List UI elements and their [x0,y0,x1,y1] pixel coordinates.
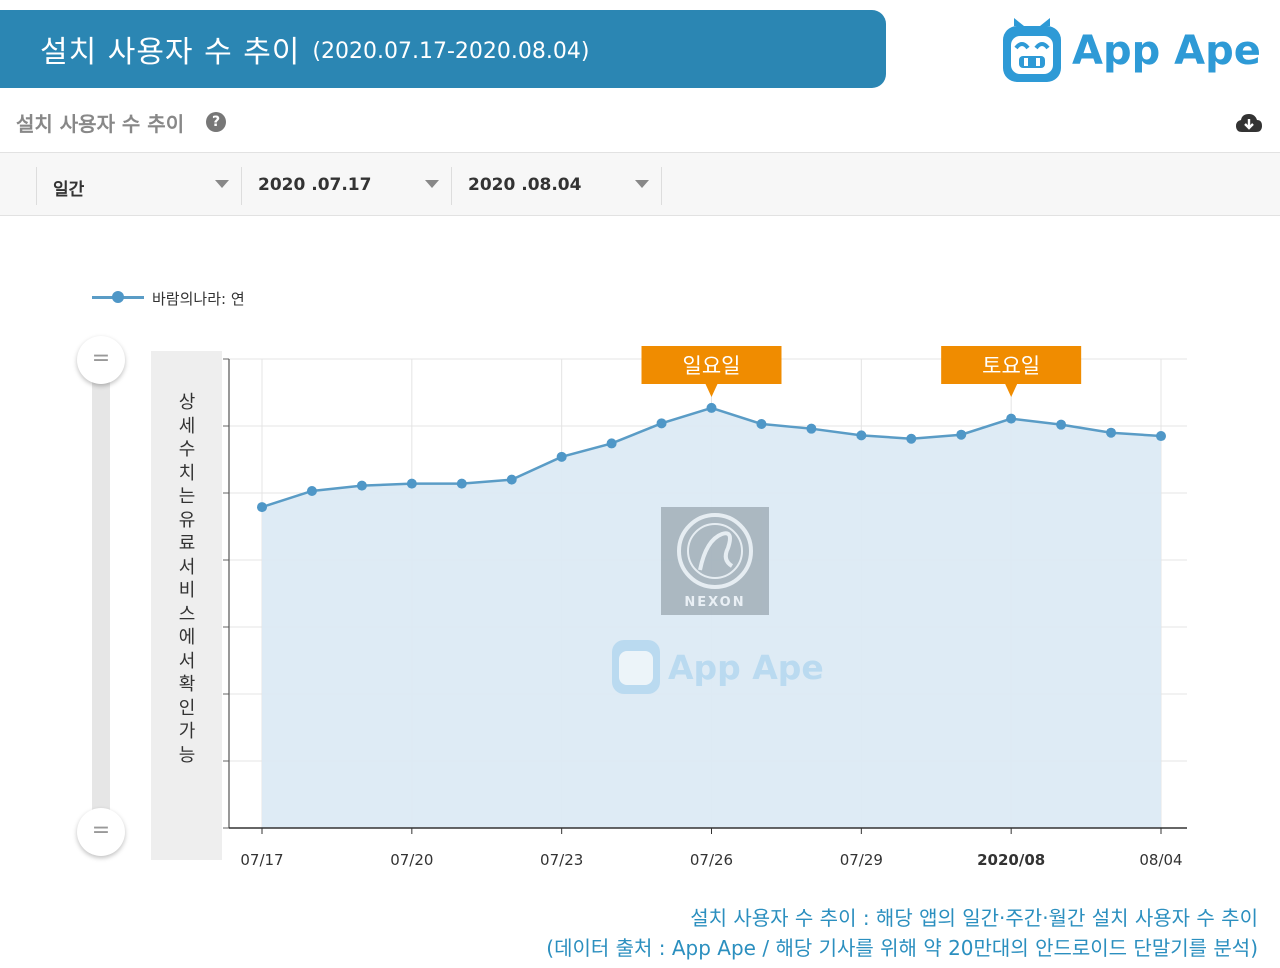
data-point-07/26 [706,402,717,413]
start-date-value: 2020 .07.17 [258,175,372,195]
data-point-07/22 [506,474,517,485]
start-date-select[interactable]: 2020 .07.17 [242,167,452,205]
callout-pointer [705,384,718,397]
area-layer [262,407,1161,828]
logo-text: App Ape [1072,28,1261,74]
end-date-value: 2020 .08.04 [468,175,582,195]
cloud-download-icon[interactable] [1236,112,1262,134]
data-point-07/27 [756,418,767,429]
watermark-ape-face [619,651,653,685]
section-title: 설치 사용자 수 추이 [16,112,185,136]
question-circle-icon[interactable]: ? [206,112,226,132]
period-value: 일간 [53,180,85,200]
data-point-07/19 [356,480,367,491]
point-layer [257,402,1166,513]
title-banner: 설치 사용자 수 추이 (2020.07.17-2020.08.04) [0,10,886,88]
data-point-07/30 [906,433,917,444]
range-handle-bottom[interactable]: = [77,808,125,856]
period-select[interactable]: 일간 [36,167,242,205]
watermark-seal-ring [677,513,753,589]
x-tick-label: 07/26 [690,851,733,869]
watermark-publisher: NEXON [684,595,745,610]
callout-box [641,346,782,384]
footer-note: 설치 사용자 수 추이 : 해당 앱의 일간·주간·월간 설치 사용자 수 추이… [546,903,1258,963]
data-point-07/29 [856,430,867,441]
watermark-seal-inner [687,523,743,579]
data-point-07/24 [606,438,617,449]
watermark-dragon [698,531,734,571]
legend-marker [112,291,124,303]
chevron-down-icon [635,180,649,188]
data-point-07/23 [556,451,567,462]
callout-label: 일요일 [683,354,741,378]
annotation-callout: 토요일 [941,346,1082,397]
callout-pointer [1005,384,1018,397]
filter-bar: 일간 2020 .07.17 2020 .08.04 [0,152,1280,216]
watermark-brand-text: App Ape [668,648,824,687]
end-date-select[interactable]: 2020 .08.04 [452,167,662,205]
chevron-down-icon [215,180,229,188]
legend-label: 바람의나라: 연 [152,290,245,308]
x-tick-label: 2020/08 [977,851,1045,869]
chevron-down-icon [425,180,439,188]
data-point-07/31 [956,429,967,440]
data-point-08/02 [1056,419,1067,430]
app-ape-logo: App Ape [1000,16,1261,88]
axis-layer: 07/17 07/20 07/23 07/26 07/29 2020/08 08/04 [228,359,1187,869]
watermark-layer: NEXON App Ape [612,507,824,694]
annotation-callout: 일요일 [641,346,782,397]
annotation-layer: 일요일 토요일 [641,346,1082,397]
footer-line-1: 설치 사용자 수 추이 : 해당 앱의 일간·주간·월간 설치 사용자 수 추이 [690,906,1258,930]
data-point-08/04 [1156,431,1166,442]
nexon-watermark: NEXON [661,507,769,615]
data-point-08/03 [1106,427,1117,438]
data-point-07/25 [656,418,667,429]
page-title: 설치 사용자 수 추이 [40,35,301,70]
data-point-07/18 [306,485,317,496]
detail-notice-panel: 상세수치는 유료서비스에서 확인가능 [151,351,222,860]
appape-watermark: App Ape [612,640,824,694]
footer-line-2: (데이터 출처 : App Ape / 해당 기사를 위해 약 20만대의 안드… [546,936,1258,960]
ape-face-icon [1003,18,1061,82]
data-point-07/21 [456,478,467,489]
data-point-07/28 [806,423,817,434]
range-handle-top[interactable]: = [77,336,125,384]
data-point-07/17 [257,502,267,513]
date-range: (2020.07.17-2020.08.04) [312,38,590,64]
series-area [262,407,1161,828]
data-point-07/20 [406,478,417,489]
watermark-ape-icon [612,640,660,694]
callout-label: 토요일 [982,354,1040,378]
x-tick-label: 08/04 [1139,851,1182,869]
x-tick-label: 07/23 [540,851,583,869]
x-tick-label: 07/29 [840,851,883,869]
callout-box [941,346,1082,384]
range-scrollbar[interactable] [92,372,110,820]
data-point-08/01 [1006,413,1017,424]
x-tick-label: 07/17 [240,851,283,869]
detail-notice-text: 상세수치는 유료서비스에서 확인가능 [178,392,196,766]
x-tick-label: 07/20 [390,851,433,869]
